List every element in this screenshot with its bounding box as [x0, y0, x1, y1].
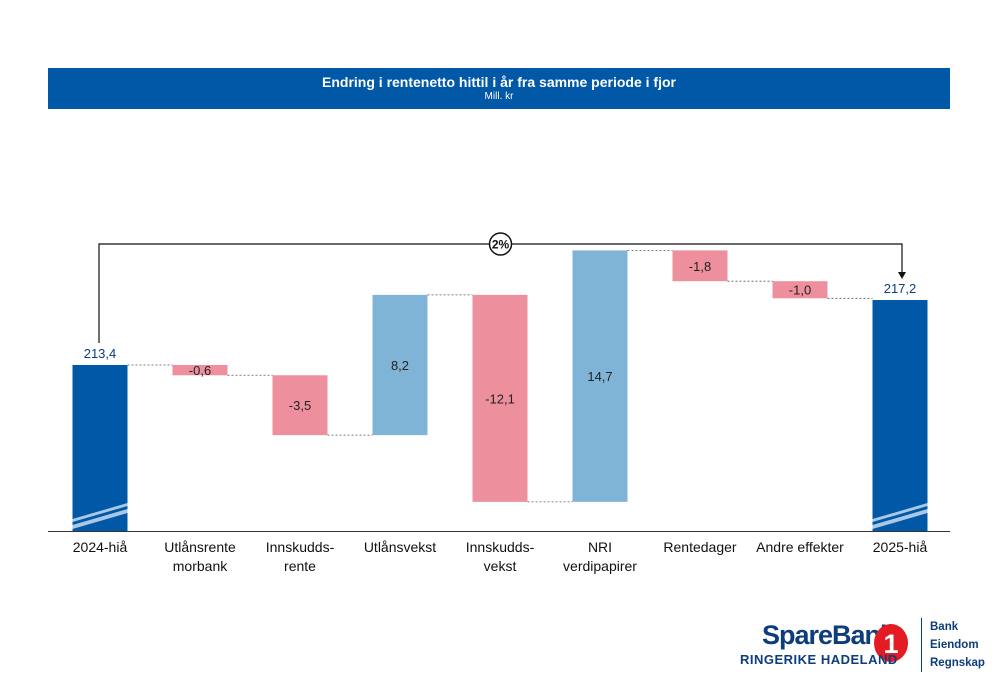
logo-divider — [921, 618, 922, 672]
increase-bar — [572, 250, 628, 502]
sparebank-logo: SpareBank 1 RINGERIKE HADELAND Bank Eien… — [738, 618, 988, 674]
category-label: NRI — [588, 539, 612, 555]
chart-header: Endring i rentenetto hittil i år fra sam… — [48, 68, 950, 109]
data-label: -1,0 — [789, 283, 811, 298]
logo-side-item: Regnskap — [930, 657, 985, 669]
category-label: 2025-hiå — [873, 539, 928, 555]
axis-break-mark — [72, 503, 128, 522]
logo-brand: SpareBank — [762, 620, 895, 650]
total-bar — [72, 365, 128, 531]
data-label: 213,4 — [84, 346, 117, 361]
data-label: -12,1 — [485, 391, 515, 406]
axis-break-mark — [872, 509, 928, 529]
change-percent-label: 2% — [492, 238, 510, 252]
decrease-bar — [172, 365, 228, 376]
chart-subtitle: Mill. kr — [484, 91, 514, 102]
increase-bar — [372, 294, 428, 436]
category-label: Andre effekter — [756, 539, 844, 555]
logo-badge-icon: 1 — [874, 624, 908, 662]
logo-side-list: Bank Eiendom Regnskap — [930, 618, 985, 672]
change-badge — [488, 232, 513, 256]
data-label: 14,7 — [587, 369, 612, 384]
category-label: vekst — [484, 558, 517, 574]
category-label: Innskudds- — [466, 539, 535, 555]
category-label: Utlånsvekst — [364, 539, 436, 555]
data-label: -0,6 — [189, 363, 211, 378]
axis-break-mark — [872, 503, 928, 522]
logo-subtitle: RINGERIKE HADELAND — [740, 652, 898, 667]
svg-text:1: 1 — [883, 629, 898, 659]
decrease-bar — [272, 375, 328, 436]
data-label: -3,5 — [289, 398, 311, 413]
arrow-down-icon — [898, 272, 906, 279]
decrease-bar — [772, 281, 828, 299]
total-bar — [872, 300, 928, 531]
category-label: rente — [284, 558, 316, 574]
axis-break-mark — [72, 509, 128, 529]
decrease-bar — [672, 250, 728, 282]
logo-side-item: Eiendom — [930, 639, 979, 651]
chart-title: Endring i rentenetto hittil i år fra sam… — [322, 74, 676, 90]
data-label: 8,2 — [391, 358, 409, 373]
category-label: Innskudds- — [266, 539, 335, 555]
data-label: 217,2 — [884, 281, 917, 296]
logo-side-item: Bank — [930, 621, 959, 633]
category-label: 2024-hiå — [73, 539, 128, 555]
category-label: Rentedager — [663, 539, 737, 555]
decrease-bar — [472, 294, 528, 502]
category-label: morbank — [173, 558, 228, 574]
data-label: -1,8 — [689, 259, 711, 274]
category-label: verdipapirer — [563, 558, 637, 574]
category-label: Utlånsrente — [164, 539, 236, 555]
